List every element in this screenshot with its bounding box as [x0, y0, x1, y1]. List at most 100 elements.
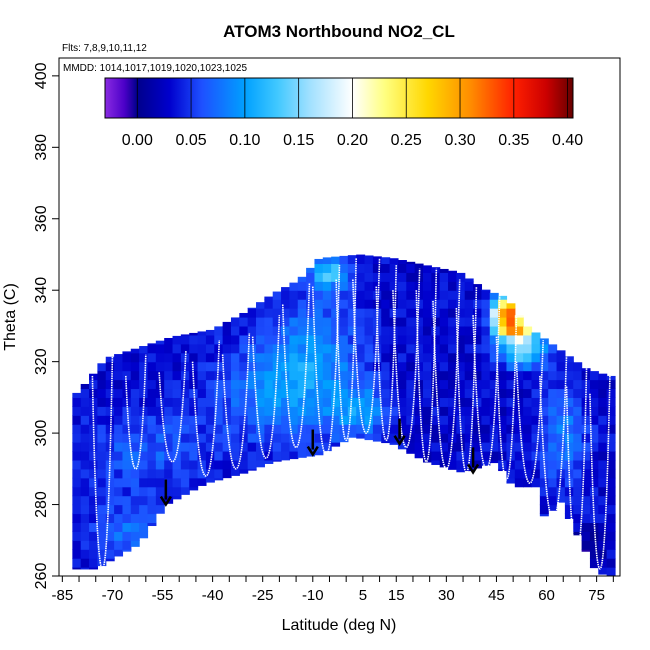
heatmap-cell [314, 450, 324, 456]
heatmap-cell [589, 549, 599, 559]
heatmap-cell [72, 442, 82, 452]
heatmap-cell [147, 504, 157, 515]
y-tick-label: 380 [33, 134, 50, 161]
heatmap-cell [598, 495, 608, 506]
heatmap-cell [122, 531, 132, 541]
heatmap-cell [105, 504, 115, 515]
heatmap-cell [573, 433, 583, 443]
heatmap-cell [473, 308, 483, 318]
heatmap-cell [139, 361, 149, 372]
heatmap-cell [114, 495, 124, 506]
heatmap-cell [573, 415, 583, 425]
heatmap-cell [556, 495, 566, 503]
heatmap-cell [347, 308, 357, 318]
heatmap-cell [205, 334, 215, 345]
heatmap-cell [97, 522, 107, 532]
heatmap-cell [539, 442, 549, 452]
heatmap-cell [531, 334, 541, 345]
heatmap-cell [205, 468, 215, 479]
heatmap-cell [114, 486, 124, 497]
heatmap-cell [422, 370, 432, 381]
heatmap-cell [80, 486, 90, 497]
heatmap-cell [481, 397, 491, 407]
y-tick-label: 360 [33, 205, 50, 232]
heatmap-cell [422, 397, 432, 407]
heatmap-cell [606, 477, 616, 488]
heatmap-cell [189, 343, 199, 354]
heatmap-cell [356, 290, 366, 300]
heatmap-cell [297, 450, 307, 458]
heatmap-cell [264, 415, 274, 425]
heatmap-cell [473, 290, 483, 300]
heatmap-cell [331, 299, 341, 309]
heatmap-cell [147, 513, 157, 524]
heatmap-cell [130, 361, 140, 372]
heatmap-cell [347, 433, 357, 438]
heatmap-cell [322, 397, 332, 407]
colorbar: 0.00 0.05 0.10 0.15 0.20 0.25 0.30 0.35 0.40 [104, 77, 583, 149]
heatmap-cell [80, 388, 90, 398]
heatmap-cell [139, 477, 149, 488]
heatmap-cell [539, 504, 549, 515]
heatmap-cell [456, 317, 466, 327]
heatmap-cell [422, 325, 432, 336]
heatmap-cell [72, 392, 82, 398]
heatmap-cell [564, 495, 574, 506]
heatmap-cell [130, 424, 140, 434]
heatmap-cell [105, 459, 115, 470]
heatmap-cell [498, 424, 508, 434]
heatmap-cell [564, 450, 574, 461]
heatmap-cell [164, 477, 174, 488]
heatmap-cell [439, 299, 449, 309]
heatmap-cell [256, 317, 265, 327]
heatmap-cell [589, 379, 599, 390]
heatmap-cell [239, 325, 249, 336]
heatmap-cell [347, 255, 357, 265]
heatmap-cell [264, 424, 274, 434]
heatmap-cell [230, 379, 240, 390]
heatmap-cell [130, 450, 140, 461]
heatmap-cell [456, 272, 466, 282]
heatmap-cell [406, 442, 416, 452]
heatmap-cell [297, 388, 307, 398]
heatmap-cell [155, 433, 165, 443]
heatmap-cell [564, 361, 574, 372]
heatmap-cell [281, 379, 291, 390]
heatmap-cell [414, 343, 424, 354]
heatmap-cell [606, 486, 616, 497]
heatmap-cell [564, 397, 574, 407]
heatmap-cell [114, 370, 124, 381]
heatmap-cell [239, 442, 249, 452]
heatmap-cell [464, 361, 474, 372]
heatmap-cell [322, 379, 332, 390]
heatmap-cell [506, 308, 516, 318]
heatmap-cell [322, 281, 332, 291]
heatmap-cell [356, 254, 366, 265]
heatmap-cell [523, 406, 533, 416]
heatmap-cell [422, 424, 432, 434]
heatmap-cell [506, 424, 516, 434]
heatmap-cell [439, 308, 449, 318]
heatmap-cell [281, 397, 291, 407]
heatmap-cell [389, 406, 399, 416]
heatmap-cell [122, 424, 132, 434]
heatmap-cell [239, 343, 249, 354]
heatmap-cell [456, 325, 466, 336]
heatmap-cell [97, 549, 107, 559]
heatmap-cell [197, 361, 207, 372]
heatmap-cell [306, 379, 316, 390]
heatmap-cell [498, 415, 508, 425]
heatmap-cell [589, 388, 599, 398]
heatmap-cell [464, 325, 474, 336]
heatmap-cell [581, 370, 591, 381]
heatmap-cell [414, 370, 424, 381]
y-tick-label: 320 [33, 348, 50, 375]
heatmap-cell [222, 450, 232, 461]
heatmap-cell [139, 433, 149, 443]
heatmap-cell [414, 379, 424, 390]
heatmap-cell [464, 424, 474, 434]
heatmap-cell [339, 281, 349, 291]
heatmap-cell [114, 433, 124, 443]
heatmap-cell [498, 343, 508, 354]
heatmap-cell [289, 325, 299, 336]
